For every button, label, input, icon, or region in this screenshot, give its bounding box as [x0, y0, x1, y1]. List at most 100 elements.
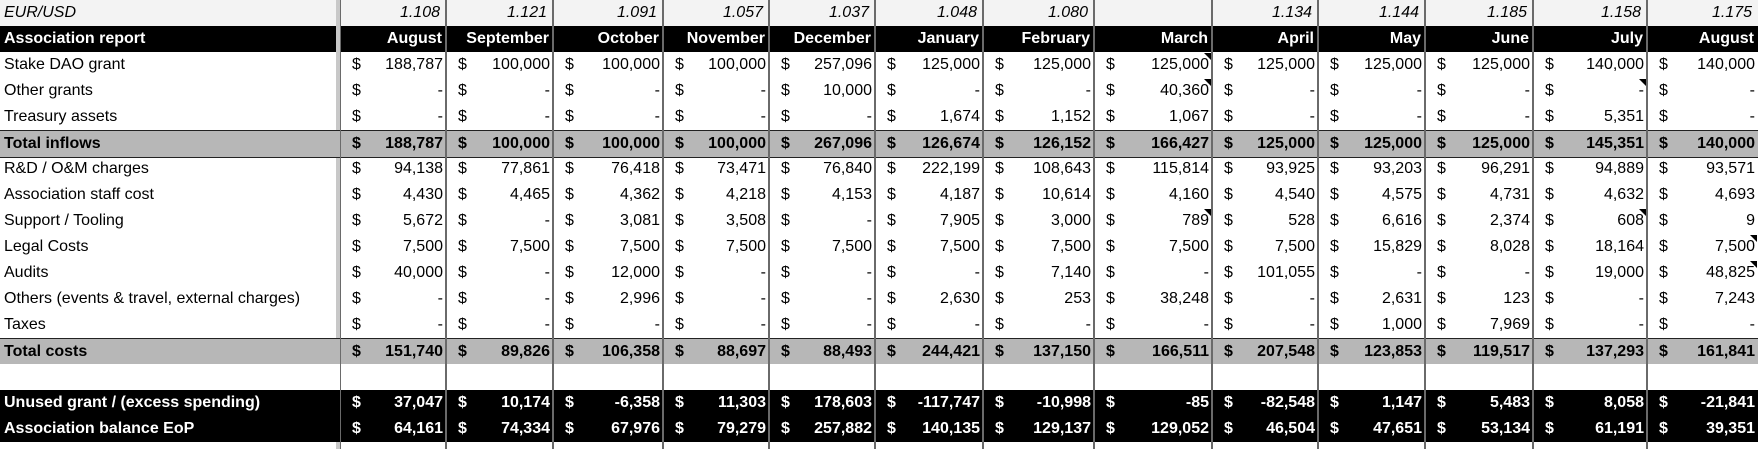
value-cell[interactable]: - — [1203, 264, 1209, 281]
currency-symbol[interactable]: $ — [1224, 212, 1233, 229]
exchange-rate-cell[interactable] — [1094, 0, 1212, 26]
value-cell[interactable]: 125,000 — [922, 56, 980, 73]
value-cell[interactable]: - — [866, 212, 872, 229]
value-cell[interactable]: 125,000 — [1257, 135, 1315, 152]
currency-symbol[interactable]: $ — [1545, 186, 1554, 203]
value-cell[interactable]: 1,152 — [1050, 108, 1091, 125]
currency-symbol[interactable]: $ — [458, 238, 467, 255]
value-cell[interactable]: - — [544, 264, 550, 281]
value-cell[interactable]: - — [866, 108, 872, 125]
currency-symbol[interactable]: $ — [1659, 343, 1668, 360]
currency-symbol[interactable]: $ — [675, 186, 684, 203]
currency-symbol[interactable]: $ — [352, 56, 361, 73]
value-cell[interactable]: - — [1085, 316, 1091, 333]
currency-symbol[interactable]: $ — [565, 56, 574, 73]
currency-symbol[interactable]: $ — [887, 135, 896, 152]
currency-symbol[interactable]: $ — [1224, 160, 1233, 177]
value-cell[interactable]: 115,814 — [1152, 160, 1209, 177]
currency-symbol[interactable]: $ — [1545, 82, 1554, 99]
currency-symbol[interactable]: $ — [1545, 160, 1554, 177]
value-cell[interactable]: 4,160 — [1168, 186, 1209, 203]
value-cell[interactable]: 4,187 — [939, 186, 980, 203]
value-cell[interactable]: 129,052 — [1151, 420, 1209, 437]
currency-symbol[interactable]: $ — [1437, 394, 1446, 411]
value-cell[interactable]: 222,199 — [922, 160, 980, 177]
currency-symbol[interactable]: $ — [781, 82, 790, 99]
value-cell[interactable]: 7,500 — [831, 238, 872, 255]
currency-symbol[interactable]: $ — [1545, 394, 1554, 411]
currency-symbol[interactable]: $ — [352, 108, 361, 125]
currency-symbol[interactable]: $ — [1106, 394, 1115, 411]
value-cell[interactable]: 100,000 — [492, 135, 550, 152]
value-cell[interactable]: 123,853 — [1364, 343, 1422, 360]
row-label[interactable]: Support / Tooling — [4, 212, 124, 229]
currency-symbol[interactable]: $ — [565, 290, 574, 307]
value-cell[interactable]: 6,616 — [1381, 212, 1422, 229]
currency-symbol[interactable]: $ — [1437, 108, 1446, 125]
currency-symbol[interactable]: $ — [1224, 135, 1233, 152]
value-cell[interactable]: -85 — [1185, 394, 1209, 411]
currency-symbol[interactable]: $ — [1659, 135, 1668, 152]
currency-symbol[interactable]: $ — [1106, 108, 1115, 125]
comment-marker-icon[interactable] — [1204, 53, 1211, 60]
value-cell[interactable]: 47,651 — [1373, 420, 1422, 437]
value-cell[interactable]: - — [1524, 108, 1530, 125]
value-cell[interactable]: 166,427 — [1151, 135, 1209, 152]
value-cell[interactable]: 94,889 — [1595, 160, 1644, 177]
month-header-cell[interactable]: July — [1610, 30, 1643, 47]
exchange-rate-cell[interactable]: 1.144 — [1378, 4, 1419, 21]
currency-symbol[interactable]: $ — [352, 135, 361, 152]
value-cell[interactable]: 4,430 — [402, 186, 443, 203]
value-cell[interactable]: - — [974, 82, 980, 99]
currency-symbol[interactable]: $ — [1437, 56, 1446, 73]
month-header-cell[interactable]: August — [1698, 30, 1754, 47]
currency-symbol[interactable]: $ — [352, 264, 361, 281]
value-cell[interactable]: 1,067 — [1168, 108, 1209, 125]
value-cell[interactable]: - — [1749, 108, 1755, 125]
value-cell[interactable]: 3,508 — [725, 212, 766, 229]
currency-symbol[interactable]: $ — [1224, 290, 1233, 307]
currency-symbol[interactable]: $ — [675, 394, 684, 411]
value-cell[interactable]: 53,134 — [1481, 420, 1530, 437]
value-cell[interactable]: 137,150 — [1033, 343, 1091, 360]
month-header-cell[interactable]: March — [1160, 30, 1208, 47]
currency-symbol[interactable]: $ — [781, 56, 790, 73]
currency-symbol[interactable]: $ — [887, 343, 896, 360]
value-cell[interactable]: 67,976 — [611, 420, 660, 437]
month-header-cell[interactable]: September — [466, 30, 549, 47]
currency-symbol[interactable]: $ — [458, 290, 467, 307]
currency-symbol[interactable]: $ — [1330, 264, 1339, 281]
currency-symbol[interactable]: $ — [352, 290, 361, 307]
value-cell[interactable]: 88,493 — [823, 343, 872, 360]
currency-symbol[interactable]: $ — [675, 264, 684, 281]
value-cell[interactable]: 46,504 — [1266, 420, 1315, 437]
currency-symbol[interactable]: $ — [995, 135, 1004, 152]
value-cell[interactable]: 100,000 — [708, 56, 766, 73]
currency-symbol[interactable]: $ — [565, 160, 574, 177]
value-cell[interactable]: 125,000 — [1033, 56, 1091, 73]
value-cell[interactable]: 1,147 — [1381, 394, 1422, 411]
value-cell[interactable]: - — [1749, 316, 1755, 333]
currency-symbol[interactable]: $ — [458, 316, 467, 333]
exchange-rate-cell[interactable]: 1.134 — [1271, 4, 1312, 21]
currency-symbol[interactable]: $ — [565, 343, 574, 360]
currency-symbol[interactable]: $ — [995, 290, 1004, 307]
value-cell[interactable]: 10,000 — [823, 82, 872, 99]
row-label[interactable]: Total inflows — [4, 135, 101, 152]
comment-marker-icon[interactable] — [1750, 261, 1757, 268]
value-cell[interactable]: 38,248 — [1160, 290, 1209, 307]
currency-symbol[interactable]: $ — [565, 316, 574, 333]
currency-symbol[interactable]: $ — [1330, 212, 1339, 229]
value-cell[interactable]: 77,861 — [501, 160, 550, 177]
value-cell[interactable]: 608 — [1617, 212, 1644, 229]
currency-symbol[interactable]: $ — [675, 135, 684, 152]
currency-symbol[interactable]: $ — [1437, 212, 1446, 229]
row-label[interactable]: Total costs — [4, 343, 88, 360]
exchange-rate-cell[interactable]: 1.091 — [616, 4, 657, 21]
currency-symbol[interactable]: $ — [1437, 264, 1446, 281]
currency-symbol[interactable]: $ — [781, 394, 790, 411]
month-header-cell[interactable]: January — [917, 30, 979, 47]
currency-symbol[interactable]: $ — [565, 212, 574, 229]
currency-symbol[interactable]: $ — [995, 343, 1004, 360]
